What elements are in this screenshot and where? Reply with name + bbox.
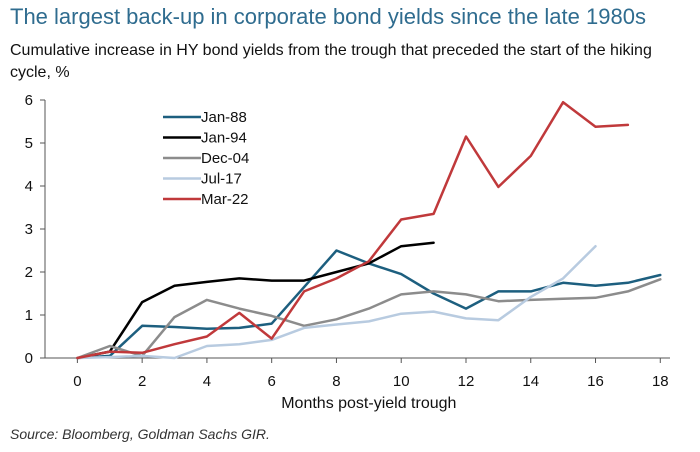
x-tick-label: 6 — [268, 373, 276, 390]
x-tick-label: 16 — [587, 373, 604, 390]
series-line-jan-94 — [76, 241, 435, 360]
source-note: Source: Bloomberg, Goldman Sachs GIR. — [10, 426, 270, 442]
series-line-mar-22 — [76, 100, 630, 360]
legend-label-jan-88: Jan-88 — [201, 109, 247, 126]
y-tick-label: 3 — [25, 221, 33, 238]
x-tick-label: 4 — [203, 373, 211, 390]
x-tick-label: 10 — [393, 373, 410, 390]
y-tick-label: 0 — [25, 350, 33, 367]
legend-label-jan-94: Jan-94 — [201, 130, 247, 147]
series-line-jan-88 — [76, 249, 662, 360]
x-tick-label: 2 — [138, 373, 146, 390]
y-tick-label: 4 — [25, 178, 33, 195]
y-tick-label: 5 — [25, 135, 33, 152]
series-lines — [76, 100, 662, 360]
x-tick-label: 12 — [458, 373, 475, 390]
series-line-jul-17 — [76, 244, 597, 360]
x-axis-label: Months post-yield trough — [281, 395, 456, 412]
chart-legend: Jan-88 Jan-94 Dec-04 Jul-17 Mar-22 — [163, 109, 249, 208]
series-line-dec-04 — [76, 278, 662, 360]
legend-label-dec-04: Dec-04 — [201, 150, 249, 167]
x-tick-label: 14 — [522, 373, 539, 390]
x-tick-label: 0 — [73, 373, 81, 390]
legend-label-mar-22: Mar-22 — [201, 191, 249, 208]
x-tick-label: 18 — [652, 373, 669, 390]
y-tick-label: 2 — [25, 264, 33, 281]
chart-title: The largest back-up in corporate bond yi… — [10, 4, 646, 29]
chart-subtitle: Cumulative increase in HY bond yields fr… — [10, 42, 652, 81]
x-tick-label: 8 — [332, 373, 340, 390]
y-tick-label: 1 — [25, 307, 33, 324]
legend-label-jul-17: Jul-17 — [201, 171, 242, 188]
y-tick-label: 6 — [25, 92, 33, 109]
